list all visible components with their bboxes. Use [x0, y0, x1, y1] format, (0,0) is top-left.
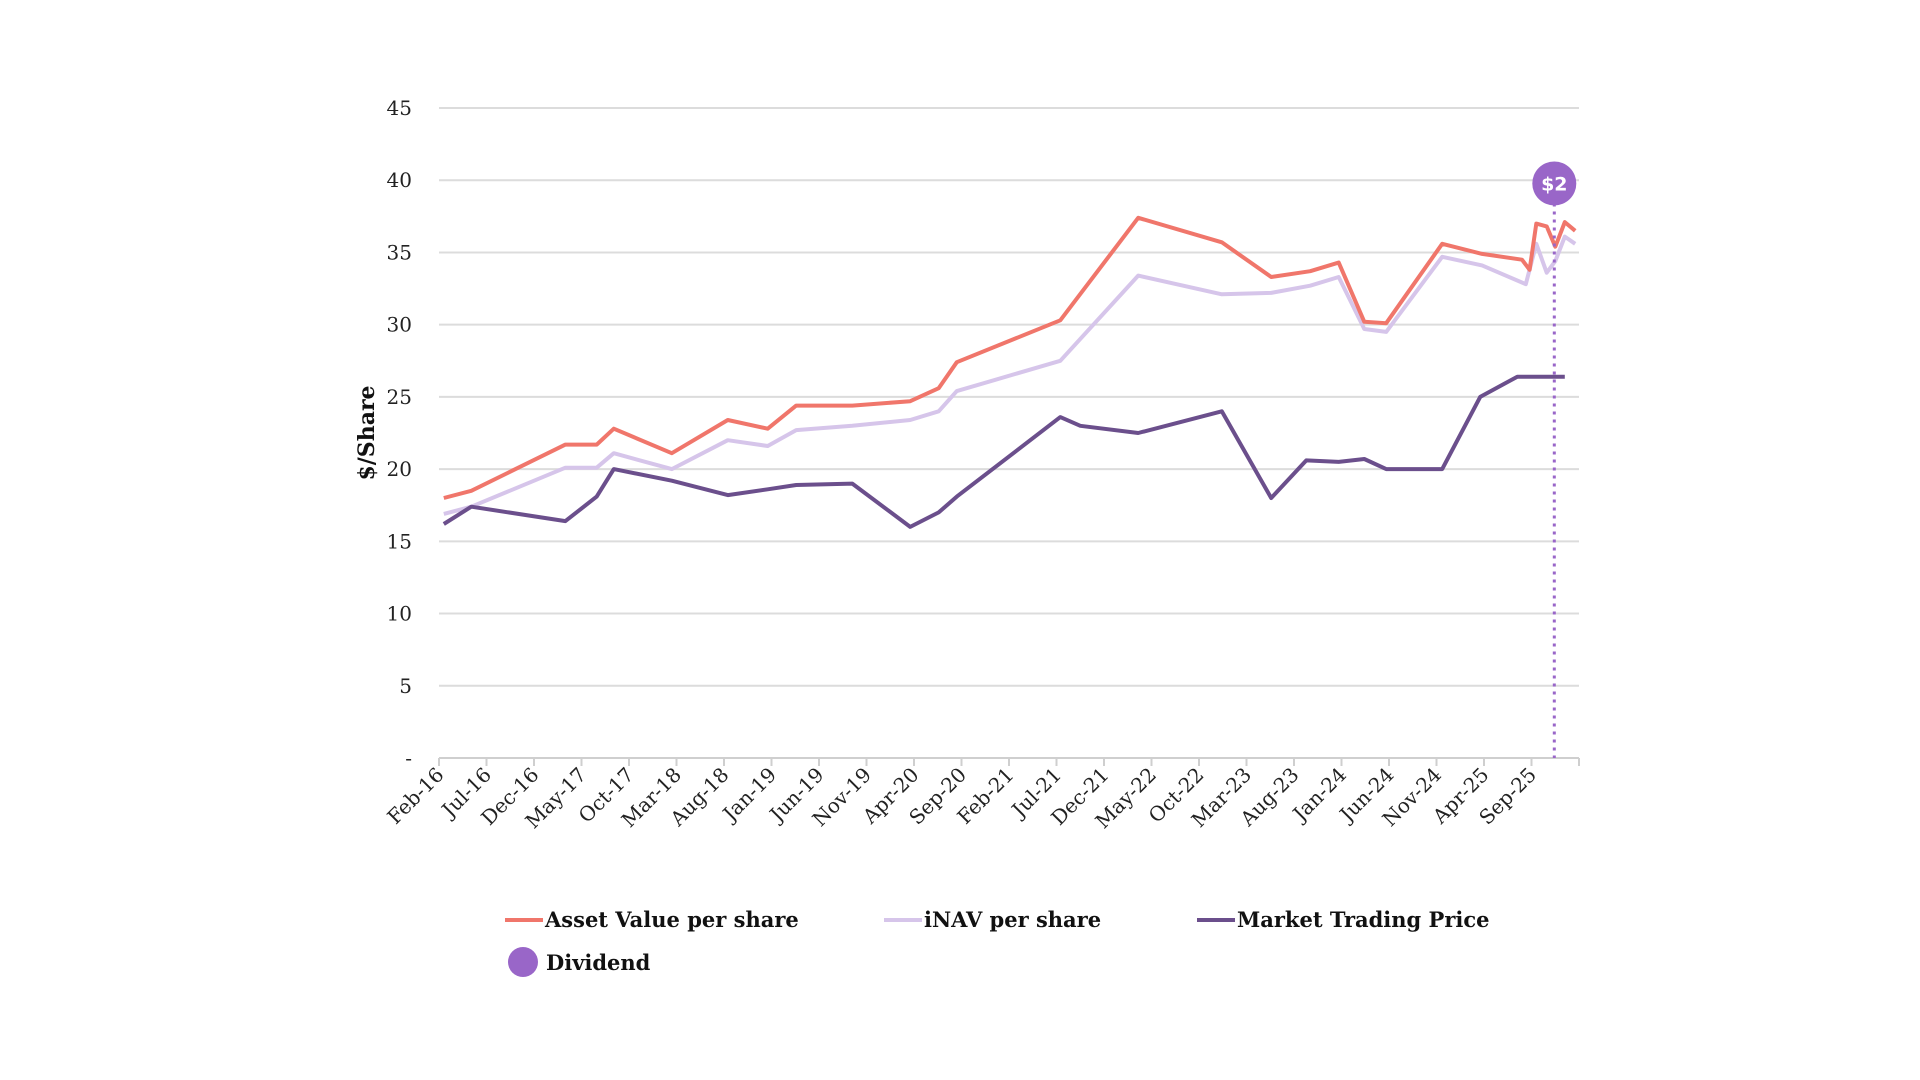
legend-label: Asset Value per share: [545, 907, 799, 932]
dividend-label: $2: [1541, 173, 1567, 195]
series-line-market-trading-price: [442, 374, 1565, 529]
gridlines: [439, 107, 1579, 759]
series-line-asset-value-per-share: [443, 215, 1577, 500]
y-tick-label: 20: [387, 457, 412, 481]
legend-label: Market Trading Price: [1237, 907, 1490, 932]
y-tick-label: 5: [399, 674, 412, 698]
legend-swatch-inav: [884, 917, 922, 922]
y-tick-label: 15: [387, 529, 412, 553]
y-axis-label: $/Share: [354, 385, 380, 480]
series-lines: [442, 215, 1577, 529]
x-tick-label: Jan-19: [717, 763, 781, 827]
legend-item-asset-value: Asset Value per share: [505, 907, 799, 932]
y-tick-label: 45: [387, 96, 412, 120]
legend-swatch-asset-value: [505, 917, 543, 922]
legend-item-inav: iNAV per share: [884, 907, 1101, 932]
y-tick-label: 25: [387, 385, 412, 409]
x-tick-label: Feb-16: [382, 763, 448, 829]
legend-dividend-dot-icon: [508, 947, 538, 977]
y-axis-ticks: - 5 10 15 20 25 30 35 40 45: [387, 96, 412, 770]
y-tick-label: 30: [387, 313, 412, 337]
y-tick-label: 35: [387, 240, 412, 264]
legend-label: Dividend: [546, 949, 651, 975]
legend-item-dividend: Dividend: [508, 947, 650, 977]
legend-label: iNAV per share: [924, 907, 1102, 932]
x-axis-ticks: Feb-16Jul-16Dec-16May-17Oct-17Mar-18Aug-…: [382, 758, 1580, 833]
dividend-marker-icon: [1532, 161, 1577, 206]
y-tick-label: 40: [387, 168, 412, 192]
legend-item-market-price: Market Trading Price: [1197, 907, 1490, 932]
y-tick-label: 10: [387, 602, 412, 626]
legend-swatch-market-price: [1197, 917, 1235, 922]
x-tick-label: Jan-24: [1287, 763, 1351, 827]
y-tick-label: -: [405, 746, 412, 770]
annotations: $2: [1532, 161, 1577, 758]
